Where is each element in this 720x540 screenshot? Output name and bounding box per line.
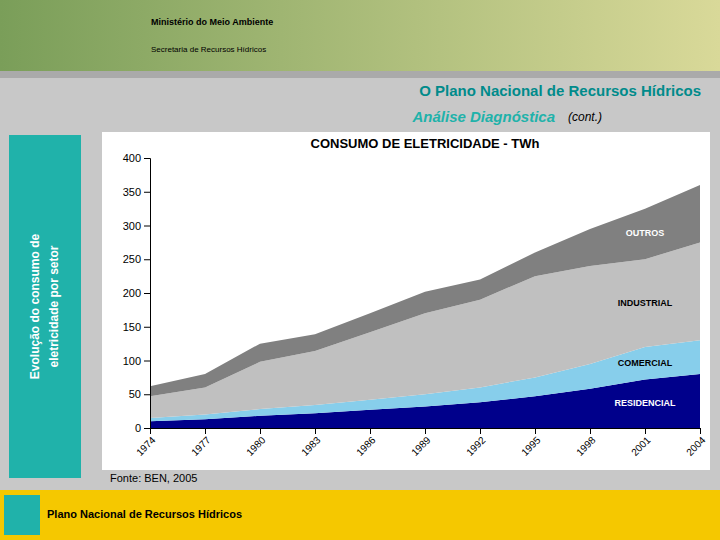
axis-line <box>144 159 151 429</box>
tick: 100 <box>123 355 150 367</box>
tick-label: 1980 <box>244 434 268 458</box>
tick-mark <box>205 428 206 434</box>
tick-label: 350 <box>123 186 141 198</box>
tick-mark <box>535 428 536 434</box>
tick: 1974 <box>134 428 158 458</box>
tick-label: 1995 <box>519 434 543 458</box>
tick-mark <box>480 428 481 434</box>
tick-label: 0 <box>135 422 141 434</box>
sidebar-text: eletricidade por setor <box>47 245 61 367</box>
tick-mark <box>315 428 316 434</box>
area-series <box>150 242 700 418</box>
slide-title: O Plano Nacional de Recursos Hídricos <box>419 82 701 99</box>
tick-mark <box>144 394 150 395</box>
tick-label: 1974 <box>134 434 158 458</box>
tick-label: 1986 <box>354 434 378 458</box>
tick-label: 250 <box>123 253 141 265</box>
tick-label: 2004 <box>684 434 708 458</box>
tick-mark <box>260 428 261 434</box>
tick-label: 1992 <box>464 434 488 458</box>
tick: 1992 <box>464 428 488 458</box>
tick: 1998 <box>574 428 598 458</box>
tick-label: 1983 <box>299 434 323 458</box>
slide-subtitle: Análise Diagnóstica <box>411 108 555 125</box>
plot-area <box>150 185 700 428</box>
header-text: Ministério do Meio Ambiente <box>151 17 273 27</box>
footer-icon <box>4 495 40 535</box>
tick-mark <box>144 428 150 429</box>
tick: 200 <box>123 287 150 299</box>
series-label: INDUSTRIAL <box>618 298 673 308</box>
x-axis: 1974 1977 1980 1983 1986 1989 1992 1995 1998 2001… <box>134 428 708 458</box>
tick: 1986 <box>354 428 378 458</box>
tick: 1977 <box>189 428 213 458</box>
tick-label: 1989 <box>409 434 433 458</box>
footer-bar <box>0 490 720 540</box>
tick: 350 <box>123 186 150 198</box>
tick-label: 300 <box>123 220 141 232</box>
tick-mark <box>590 428 591 434</box>
tick-mark <box>144 361 150 362</box>
sidebar <box>9 135 81 478</box>
footer-text: Plano Nacional de Recursos Hídricos <box>47 508 242 520</box>
tick: 1980 <box>244 428 268 458</box>
tick-mark <box>144 259 150 260</box>
tick: 400 <box>123 152 150 164</box>
series-label: RESIDENCIAL <box>614 398 676 408</box>
tick-mark <box>144 293 150 294</box>
sidebar-text: Evolução do consumo de <box>28 234 42 380</box>
tick-mark <box>425 428 426 434</box>
tick: 1983 <box>299 428 323 458</box>
tick-label: 100 <box>123 355 141 367</box>
tick-label: 200 <box>123 287 141 299</box>
tick: 150 <box>123 321 150 333</box>
tick: 300 <box>123 220 150 232</box>
slide-subtitle-note: (cont.) <box>568 110 602 124</box>
series-label: OUTROS <box>626 228 665 238</box>
chart-title: CONSUMO DE ELETRICIDADE - TWh <box>311 136 540 151</box>
tick-mark <box>144 158 150 159</box>
tick: 1995 <box>519 428 543 458</box>
tick-label: 1998 <box>574 434 598 458</box>
tick-mark <box>645 428 646 434</box>
tick-label: 1977 <box>189 434 213 458</box>
tick: 1989 <box>409 428 433 458</box>
tick-label: 2001 <box>629 434 653 458</box>
tick-label: 50 <box>129 388 141 400</box>
axis-line <box>151 429 701 435</box>
header-text: Secretaria de Recursos Hídricos <box>151 45 266 54</box>
header-separator <box>0 71 720 78</box>
chart-background <box>102 132 710 470</box>
tick: 0 <box>135 422 150 434</box>
series-label: COMERCIAL <box>618 358 673 368</box>
tick-label: 150 <box>123 321 141 333</box>
tick-mark <box>144 226 150 227</box>
tick: 250 <box>123 253 150 265</box>
y-axis: 0 50 100 150 200 250 300 350 400 <box>123 152 151 434</box>
tick-mark <box>150 428 151 434</box>
tick-mark <box>144 327 150 328</box>
tick: 50 <box>129 388 150 400</box>
slide-background <box>0 0 720 540</box>
source-text: Fonte: BEN, 2005 <box>110 472 197 484</box>
tick: 2004 <box>684 428 708 458</box>
tick-mark <box>144 192 150 193</box>
tick: 2001 <box>629 428 653 458</box>
tick-mark <box>700 428 701 434</box>
header-bar <box>0 0 720 71</box>
slide: Ministério do Meio Ambiente Secretaria de… <box>0 0 720 540</box>
tick-mark <box>370 428 371 434</box>
area-series <box>150 185 700 396</box>
tick-label: 400 <box>123 152 141 164</box>
